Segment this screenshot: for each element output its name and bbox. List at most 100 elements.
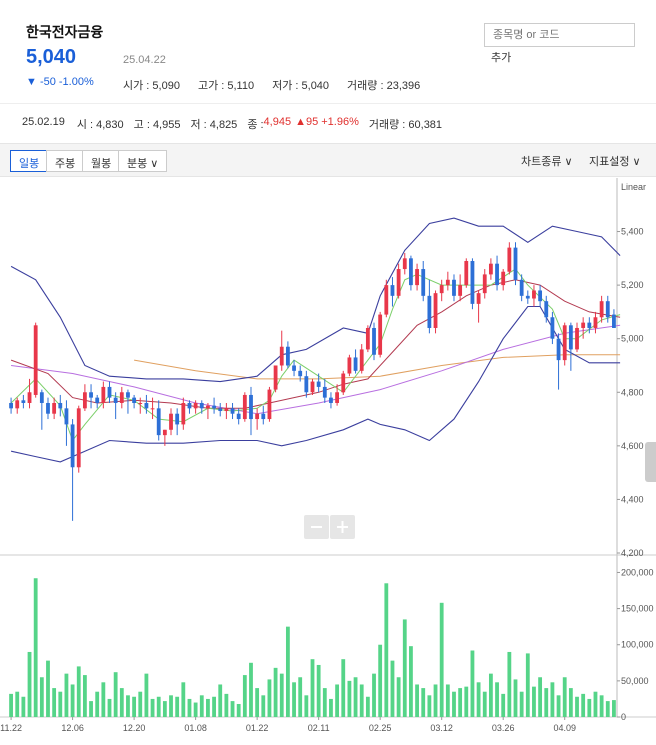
tab-minute[interactable]: 분봉 ∨ xyxy=(118,150,168,172)
volume-bar xyxy=(538,677,543,717)
volume-bar xyxy=(359,684,364,717)
volume-bar xyxy=(181,682,186,717)
volume-bar xyxy=(581,693,586,717)
add-button[interactable]: 추가 xyxy=(491,52,512,64)
volume-bar xyxy=(556,695,561,717)
volume-tick-label: 150,000 xyxy=(621,604,654,614)
volume-bar xyxy=(193,702,198,717)
volume-bar xyxy=(285,626,290,717)
candle-body xyxy=(82,392,87,409)
candle-body xyxy=(138,402,143,404)
candle-body xyxy=(255,413,260,420)
hover-high: 고 : 4,955 xyxy=(133,119,181,131)
candle-body xyxy=(267,389,272,420)
candle-body xyxy=(249,394,253,420)
date-tick-label: 02.25 xyxy=(369,723,392,733)
hover-change: ▲95 +1.96% xyxy=(295,116,359,128)
candle-body xyxy=(347,357,352,374)
volume-bar xyxy=(138,691,143,717)
hover-close: 4,945 xyxy=(263,116,292,128)
chart-type-dropdown[interactable]: 차트종류 ∨ xyxy=(521,156,573,168)
candle-body xyxy=(242,394,247,420)
volume-bar xyxy=(21,696,26,717)
volume-bar xyxy=(89,701,93,717)
side-panel-handle[interactable] xyxy=(645,442,656,482)
volume-bar xyxy=(267,679,272,717)
chart-area[interactable]: Linear 4,200 4,400 4,600 4,800 5,000 5,200 5,40… xyxy=(0,178,656,740)
date-tick-label: 01.22 xyxy=(246,723,269,733)
candle-body xyxy=(218,408,223,412)
volume-bar xyxy=(224,693,229,717)
volume-tick-label: 50,000 xyxy=(621,676,649,686)
volume-bar xyxy=(501,693,506,717)
divider xyxy=(0,103,656,104)
candle-body xyxy=(230,408,235,414)
candle-body xyxy=(378,314,383,355)
volume-bar xyxy=(82,675,87,717)
candle-body xyxy=(335,392,340,403)
candle-body xyxy=(562,325,567,361)
zoom-controls[interactable] xyxy=(304,515,355,539)
volume-bar xyxy=(255,688,260,717)
tab-daily[interactable]: 일봉 xyxy=(10,150,49,172)
volume-bar xyxy=(230,701,235,717)
volume-bar xyxy=(132,696,137,717)
price-tick-label: 5,400 xyxy=(621,227,644,237)
volume-bar xyxy=(218,684,223,717)
tab-monthly[interactable]: 월봉 xyxy=(82,150,121,172)
volume-bar xyxy=(27,651,32,717)
candle-body xyxy=(76,408,81,468)
candle-body xyxy=(132,397,137,403)
volume-bar xyxy=(126,695,130,717)
volume-bar xyxy=(544,688,549,717)
volume-bar xyxy=(261,695,266,717)
candle-body xyxy=(126,392,130,398)
chart-toolbar: 일봉 주봉 월봉 분봉 ∨ 차트종류 ∨ 지표설정 ∨ xyxy=(0,143,656,177)
candle-body xyxy=(612,314,616,328)
candle-body xyxy=(507,247,512,272)
volume-bar xyxy=(470,650,475,717)
price-change: ▼ -50 -1.00% xyxy=(26,76,94,88)
date-tick-label: 03.12 xyxy=(430,723,453,733)
candle-body xyxy=(464,261,469,286)
price-tick-label: 4,600 xyxy=(621,441,644,451)
candle-body xyxy=(304,376,309,393)
candle-body xyxy=(119,392,124,403)
volume-bar xyxy=(532,686,536,717)
candle-body xyxy=(581,322,586,328)
volume-bar xyxy=(568,688,573,717)
candle-body xyxy=(199,402,204,409)
indicator-settings-dropdown[interactable]: 지표설정 ∨ xyxy=(589,156,641,168)
tab-weekly[interactable]: 주봉 xyxy=(46,150,85,172)
candle-body xyxy=(70,424,75,468)
volume-bar xyxy=(52,688,57,717)
volume-bar xyxy=(507,651,512,717)
candle-body xyxy=(519,279,524,296)
volume-bar xyxy=(372,673,376,717)
volume-bar xyxy=(119,688,124,717)
hover-close-label: 종 : xyxy=(247,119,264,131)
candle-body xyxy=(427,295,432,328)
candle-body xyxy=(550,317,555,339)
volume-bar xyxy=(433,684,438,717)
volume-bar xyxy=(341,659,346,717)
volume-bar xyxy=(144,673,149,717)
candle-body xyxy=(433,293,438,328)
candle-body xyxy=(329,397,333,403)
candle-body xyxy=(488,263,493,275)
search-input[interactable] xyxy=(484,23,635,47)
volume-bar xyxy=(39,677,44,717)
volume-bar xyxy=(482,691,487,717)
candle-body xyxy=(298,370,303,377)
date-tick-label: 04.09 xyxy=(553,723,576,733)
stock-name: 한국전자금융 xyxy=(26,24,104,40)
current-price: 5,040 xyxy=(26,46,77,68)
candle-body xyxy=(193,402,198,409)
volume-bar xyxy=(304,695,309,717)
candle-body xyxy=(15,400,20,409)
volume-bar xyxy=(156,696,161,717)
volume-bar xyxy=(347,680,352,717)
scale-label: Linear xyxy=(621,182,646,192)
price-volume-chart[interactable]: Linear 4,200 4,400 4,600 4,800 5,000 5,200 5,40… xyxy=(0,178,656,740)
candle-body xyxy=(415,269,419,286)
